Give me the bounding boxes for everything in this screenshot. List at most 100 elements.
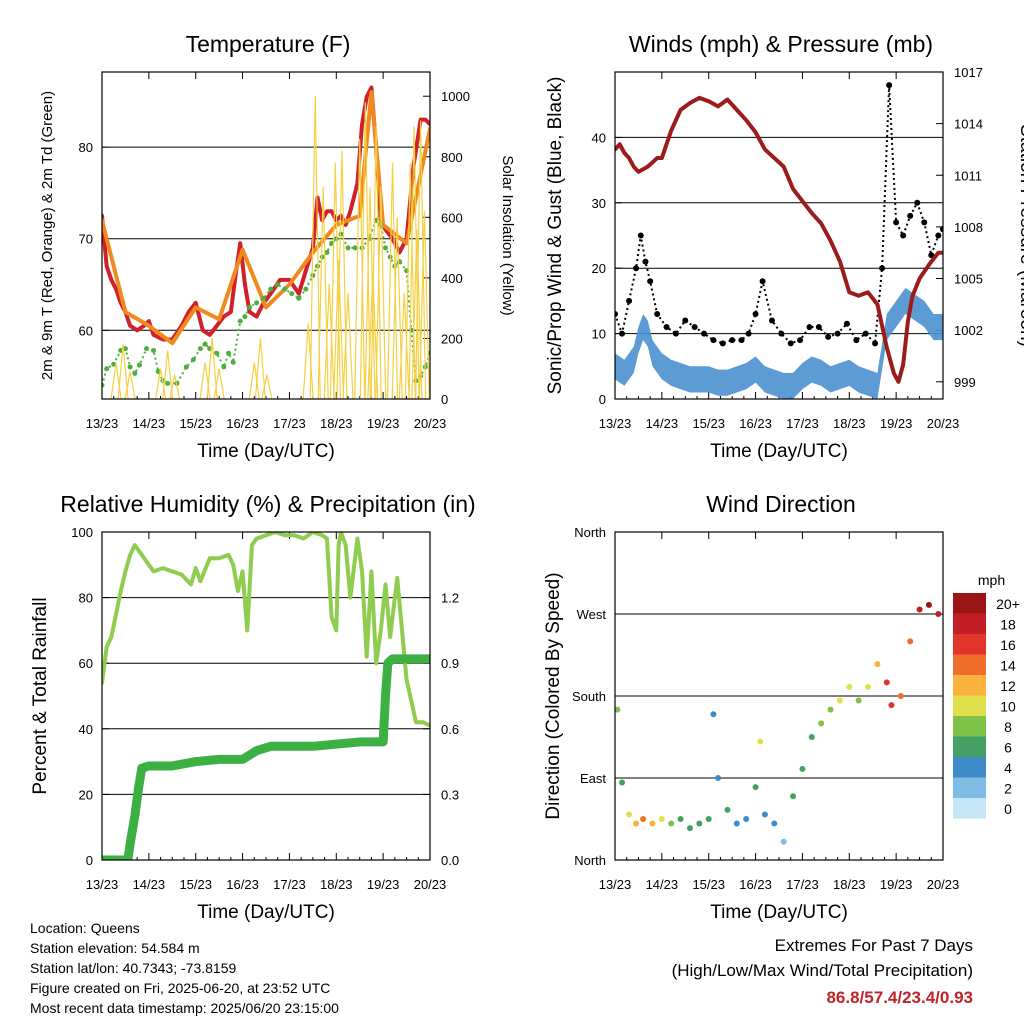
x-tick-label: 16/23 — [226, 416, 259, 431]
direction-point — [780, 838, 787, 845]
series-point — [879, 265, 886, 272]
chart-title: Winds (mph) & Pressure (mb) — [629, 31, 933, 57]
extremes-values: 86.8/57.4/23.4/0.93 — [826, 988, 973, 1007]
series-line — [615, 85, 943, 346]
y-tick-label: 70 — [79, 232, 93, 247]
direction-point — [633, 820, 640, 827]
colorbar-label: 14 — [1000, 658, 1016, 674]
winds-chart: Winds (mph) & Pressure (mb) Time (Day/UTC… — [545, 31, 1024, 462]
x-tick-label: 19/23 — [880, 416, 913, 431]
insolation-spike — [354, 138, 366, 399]
series-point — [768, 317, 775, 324]
direction-point — [836, 697, 843, 704]
x-tick-label: 20/23 — [414, 877, 447, 892]
direction-point — [916, 606, 923, 613]
x-tick-label: 15/23 — [179, 877, 212, 892]
insolation-spike — [370, 126, 382, 399]
x-tick-label: 19/23 — [367, 416, 400, 431]
plot-frame — [614, 71, 944, 400]
y2-tick-label: 1017 — [954, 65, 983, 80]
direction-point — [705, 816, 712, 822]
series-point — [237, 318, 243, 324]
y-tick-label: West — [577, 607, 607, 622]
y-axis-label: 2m & 9m T (Red, Orange) & 2m Td (Green) — [39, 91, 56, 380]
plot-frame — [614, 531, 944, 861]
y-tick-label: 20 — [592, 261, 606, 276]
direction-point — [808, 734, 815, 740]
direction-point — [677, 816, 684, 822]
y2-tick-label: 1005 — [954, 272, 983, 287]
insolation-spike — [213, 368, 225, 399]
extremes-title: Extremes For Past 7 Days — [774, 936, 973, 955]
x-tick-label: 20/23 — [927, 877, 960, 892]
direction-point — [855, 697, 862, 704]
series-point — [165, 380, 171, 386]
series-line — [102, 218, 430, 386]
direction-point — [907, 638, 914, 645]
series-point — [127, 364, 133, 370]
colorbar-label: 4 — [1004, 760, 1012, 776]
location-text: Location: Queens — [30, 920, 140, 936]
x-tick-label: 16/23 — [739, 877, 772, 892]
series-point — [333, 236, 339, 242]
y-tick-label: 10 — [592, 327, 606, 342]
insolation-spike — [117, 344, 129, 399]
direction-point — [626, 811, 633, 818]
x-tick-label: 16/23 — [226, 877, 259, 892]
direction-point — [935, 611, 942, 617]
direction-point — [658, 816, 665, 822]
insolation-spike — [162, 350, 174, 399]
y2-tick-label: 0.3 — [441, 787, 459, 802]
direction-chart: Wind Direction Time (Day/UTC) Direction (C… — [543, 491, 1020, 923]
direction-point — [619, 779, 626, 786]
insolation-spike — [317, 187, 329, 399]
direction-point — [686, 825, 693, 832]
direction-point — [733, 820, 740, 827]
colorbar-swatch — [953, 695, 986, 716]
y-tick-label: 0 — [599, 392, 606, 407]
colorbar-label: 20+ — [996, 596, 1020, 612]
series-point — [352, 245, 358, 251]
y-tick-label: 60 — [79, 656, 93, 671]
insolation-spike — [398, 292, 410, 399]
insolation-spike — [124, 371, 136, 399]
y-tick-label: 100 — [71, 525, 93, 540]
y-tick-label: North — [574, 525, 606, 540]
direction-point — [897, 693, 904, 699]
x-tick-label: 14/23 — [646, 877, 679, 892]
series-point — [815, 324, 822, 331]
colorbar-label: 16 — [1000, 637, 1016, 653]
insolation-spike — [336, 150, 348, 399]
insolation-spike — [302, 323, 314, 399]
colorbar-label: 10 — [1000, 699, 1016, 715]
direction-point — [790, 793, 797, 800]
colorbar-label: 0 — [1004, 801, 1012, 817]
direction-point — [761, 811, 768, 818]
y-tick-label: East — [580, 771, 606, 786]
direction-point — [743, 816, 750, 822]
colorbar-title: mph — [978, 572, 1005, 588]
x-tick-label: 14/23 — [133, 416, 166, 431]
insolation-spike — [261, 374, 273, 399]
colorbar-swatch — [953, 634, 986, 655]
x-tick-label: 13/23 — [599, 416, 632, 431]
colorbar-swatch — [953, 798, 986, 819]
y-axis-label: Sonic/Prop Wind & Gust (Blue, Black) — [545, 77, 566, 395]
direction-point — [757, 738, 764, 745]
latlon-text: Station lat/lon: 40.7343; -73.8159 — [30, 960, 237, 976]
insolation-spike — [169, 374, 181, 399]
y2-tick-label: 800 — [441, 150, 463, 165]
humidity-chart: Relative Humidity (%) & Precipitation (i… — [30, 491, 476, 923]
colorbar-swatch — [953, 593, 986, 614]
plot-frame — [101, 71, 431, 400]
y-tick-label: 40 — [592, 130, 606, 145]
chart-title: Temperature (F) — [186, 31, 351, 57]
direction-point — [696, 820, 703, 827]
y2-tick-label: 1011 — [954, 168, 982, 183]
series-line — [615, 95, 943, 384]
direction-point — [640, 816, 647, 822]
insolation-spike — [411, 229, 423, 399]
x-tick-label: 13/23 — [86, 416, 119, 431]
y-tick-label: North — [574, 853, 606, 868]
direction-point — [925, 601, 932, 608]
